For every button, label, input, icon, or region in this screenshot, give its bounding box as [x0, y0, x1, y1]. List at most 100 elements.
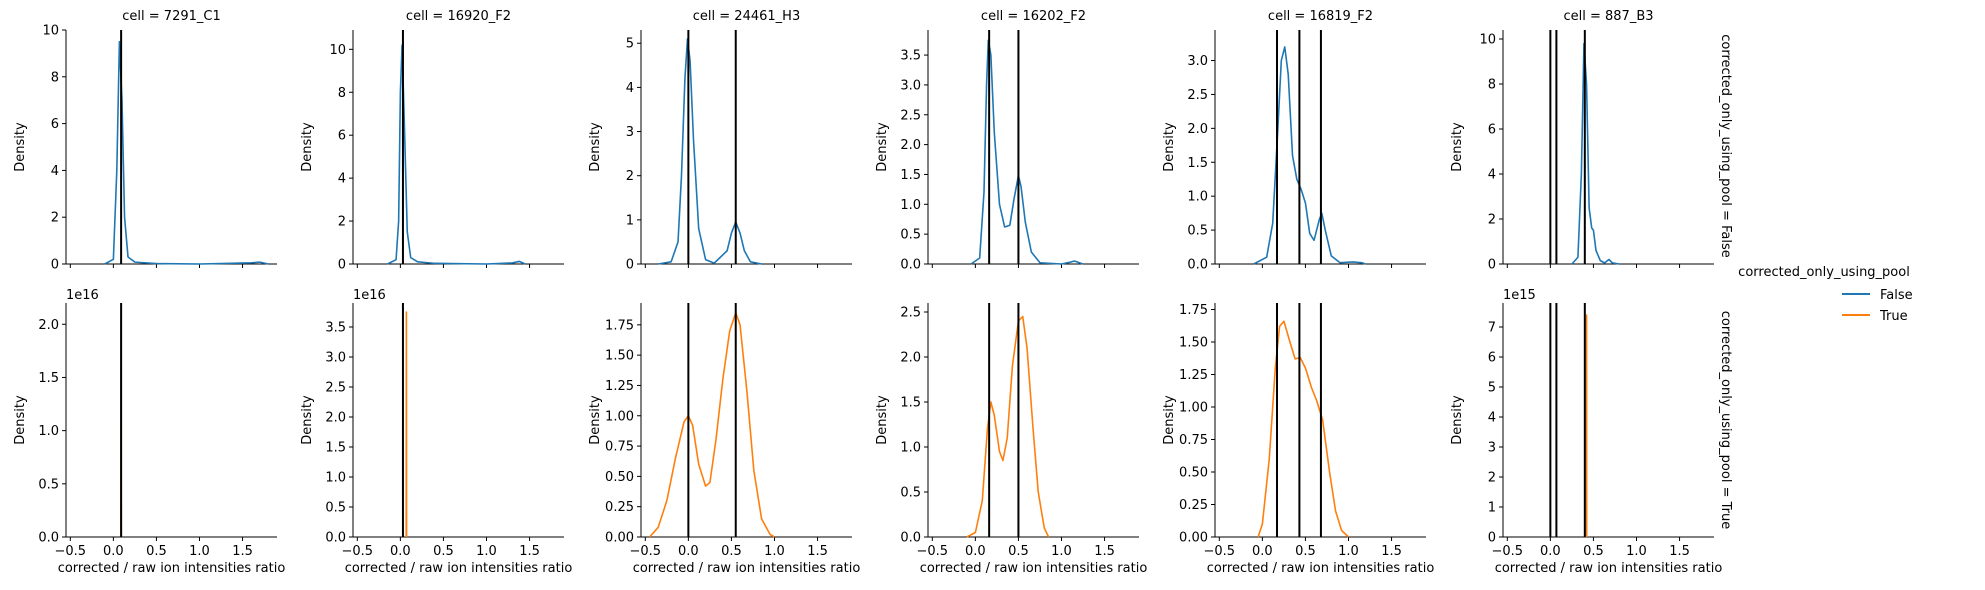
y-tick-label: 4	[1488, 411, 1496, 426]
y-tick-label: 0.25	[605, 500, 634, 515]
density-curve-false	[1253, 46, 1366, 265]
row-label-true: corrected_only_using_pool = True	[1718, 311, 1733, 529]
panel-r1-c3: −0.5 0.0 0.5 1.0 1.50.00.51.01.52.02.5Densit…	[875, 303, 1147, 576]
x-tick-label: 1.0	[476, 544, 497, 559]
density-curve-false	[1571, 42, 1620, 265]
x-tick-label: 1.5	[232, 544, 253, 559]
y-offset-text: 1e16	[353, 288, 386, 303]
y-tick-label: 0.0	[900, 531, 921, 546]
y-offset-text: 1e16	[66, 288, 99, 303]
x-tick-label: −0.5	[342, 544, 374, 559]
x-tick-label: 0.0	[103, 544, 124, 559]
y-axis-label: Density	[13, 122, 28, 172]
x-tick-label: −0.5	[55, 544, 87, 559]
y-tick-label: 10	[329, 43, 346, 58]
panel-r1-c5: −0.5 0.0 0.5 1.0 1.5 0 1 2 3 4 5 6 7 Density corrected…	[1450, 288, 1722, 576]
y-tick-label: 1.00	[605, 409, 634, 424]
x-axis-label: corrected / raw ion intensities ratio	[633, 561, 861, 576]
y-axis-label: Density	[300, 395, 315, 445]
y-axis-label: Density	[1162, 122, 1177, 172]
y-tick-label: 3.0	[325, 351, 346, 366]
x-tick-label: 1.5	[1381, 544, 1402, 559]
x-tick-label: 0.5	[146, 544, 167, 559]
y-tick-label: 0.5	[900, 486, 921, 501]
y-offset-text: 1e15	[1503, 288, 1536, 303]
y-tick-label: 0.0	[38, 531, 59, 546]
y-tick-label: 0.5	[900, 228, 921, 243]
y-tick-label: 0.0	[325, 531, 346, 546]
x-tick-label: −0.5	[1204, 544, 1236, 559]
y-tick-label: 2.0	[1187, 122, 1208, 137]
y-tick-label: 1.0	[1187, 190, 1208, 205]
y-tick-label: 1.00	[1179, 401, 1208, 416]
density-curve-true	[1257, 320, 1350, 538]
x-tick-label: 1.0	[189, 544, 210, 559]
y-axis-label: Density	[588, 122, 603, 172]
y-tick-label: 1.5	[900, 396, 921, 411]
x-tick-label: 0.0	[965, 544, 986, 559]
panel-title: cell = 24461_H3	[693, 9, 800, 24]
x-tick-label: 0.5	[1295, 544, 1316, 559]
y-tick-label: 8	[51, 70, 59, 85]
density-curve-false	[104, 40, 269, 265]
y-tick-label: 1.5	[1187, 156, 1208, 171]
y-tick-label: 0	[1488, 258, 1496, 273]
y-tick-label: 10	[1479, 33, 1496, 48]
x-tick-label: 0.5	[433, 544, 454, 559]
y-axis-label: Density	[875, 395, 890, 445]
y-tick-label: 0.0	[1187, 258, 1208, 273]
row-label-false: corrected_only_using_pool = False	[1718, 34, 1733, 257]
y-tick-label: 3.0	[1187, 54, 1208, 69]
legend: corrected_only_using_pool False True	[1738, 265, 1912, 324]
y-tick-label: 3.0	[900, 78, 921, 93]
y-tick-label: 2.5	[900, 108, 921, 123]
x-tick-label: 0.5	[1008, 544, 1029, 559]
x-tick-label: 0.0	[1540, 544, 1561, 559]
y-tick-label: 0.00	[605, 531, 634, 546]
y-axis-label: Density	[1450, 395, 1465, 445]
y-tick-label: 3.5	[900, 49, 921, 64]
panel-title: cell = 16202_F2	[981, 9, 1086, 24]
density-curve-false	[387, 44, 526, 265]
panel-r1-c4: −0.5 0.0 0.5 1.0 1.5 0.00 0.25 0.50 0.75 1.00 1.25…	[1162, 303, 1434, 576]
y-tick-label: 4	[626, 81, 634, 96]
y-tick-label: 2.5	[1187, 88, 1208, 103]
y-tick-label: 2.5	[900, 306, 921, 321]
panel-title: cell = 16920_F2	[406, 9, 511, 24]
y-tick-label: 0.5	[1187, 224, 1208, 239]
y-axis-label: Density	[588, 395, 603, 445]
y-tick-label: 8	[338, 86, 346, 101]
panel-r0-c1: 0 2 4 6 8 10 Density cell = 16920_F2	[300, 9, 564, 273]
panel-title: cell = 7291_C1	[122, 9, 220, 24]
panel-r0-c3: 0.0 0.5 1.0 1.5 2.0 2.5 3.0 3.5 Density cell = 16…	[875, 9, 1139, 273]
y-tick-label: 5	[626, 37, 634, 52]
y-tick-label: 1.5	[900, 168, 921, 183]
y-tick-label: 1.75	[1179, 303, 1208, 318]
y-tick-label: 1.0	[38, 424, 59, 439]
y-axis-label: Density	[1162, 395, 1177, 445]
y-axis-label: Density	[875, 122, 890, 172]
y-tick-label: 1.0	[325, 471, 346, 486]
y-tick-label: 4	[1488, 168, 1496, 183]
panel-r0-c4: 0.0 0.5 1.0 1.5 2.0 2.5 3.0 Density cell = 16819…	[1162, 9, 1426, 273]
density-curve-false	[970, 39, 1084, 265]
y-axis-label: Density	[300, 122, 315, 172]
panel-r1-c1: −0.5 0.0 0.5 1.0 1.50.00.51.01.52.02.53.03.5…	[300, 288, 572, 576]
x-tick-label: 1.0	[1626, 544, 1647, 559]
y-tick-label: 0.00	[1179, 531, 1208, 546]
panel-r0-c5: 0 2 4 6 8 10 Density cell = 887_B3	[1450, 9, 1714, 273]
x-tick-label: 0.0	[390, 544, 411, 559]
y-tick-label: 1.5	[38, 371, 59, 386]
density-curve-false	[658, 38, 762, 265]
y-tick-label: 1.50	[1179, 336, 1208, 351]
x-axis-label: corrected / raw ion intensities ratio	[1207, 561, 1435, 576]
y-tick-label: 2.0	[38, 318, 59, 333]
y-tick-label: 3	[1488, 441, 1496, 456]
x-tick-label: 1.0	[1051, 544, 1072, 559]
y-tick-label: 1	[626, 213, 634, 228]
panel-r1-c2: −0.5 0.0 0.5 1.0 1.5 0.00 0.25 0.50 0.75 1.00 1.25…	[588, 303, 860, 576]
x-tick-label: 0.0	[678, 544, 699, 559]
y-tick-label: 7	[1488, 321, 1496, 336]
y-tick-label: 0.0	[900, 258, 921, 273]
